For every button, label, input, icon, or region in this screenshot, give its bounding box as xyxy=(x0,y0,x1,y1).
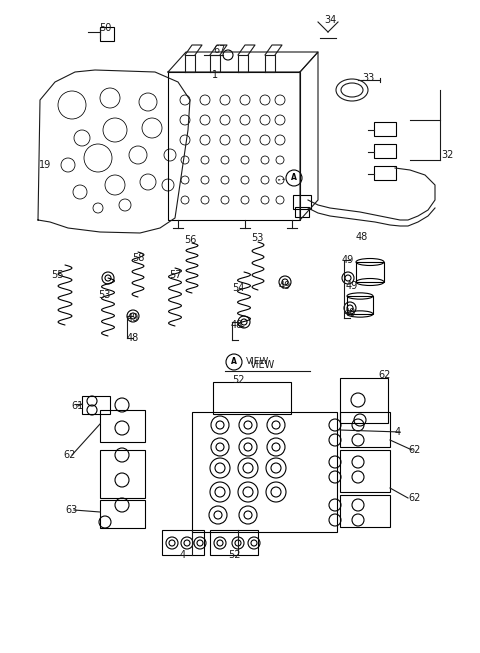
Bar xyxy=(192,412,337,532)
Text: 57: 57 xyxy=(169,270,181,280)
Bar xyxy=(340,495,390,527)
Bar xyxy=(356,262,384,282)
Text: 56: 56 xyxy=(184,235,196,245)
Text: 62: 62 xyxy=(409,445,421,455)
Text: 4: 4 xyxy=(395,427,401,437)
Text: 33: 33 xyxy=(362,73,374,83)
Text: 48: 48 xyxy=(356,232,368,242)
Text: 50: 50 xyxy=(99,23,111,33)
Text: VIEW: VIEW xyxy=(246,357,269,366)
Bar xyxy=(100,27,114,41)
Text: 49: 49 xyxy=(346,281,358,291)
Bar xyxy=(374,166,396,180)
Text: 52: 52 xyxy=(232,375,244,385)
Bar xyxy=(100,450,145,498)
Text: 58: 58 xyxy=(132,253,144,263)
Text: A: A xyxy=(291,174,297,182)
Text: 4: 4 xyxy=(180,550,186,560)
Text: 49: 49 xyxy=(279,281,291,291)
Text: 48: 48 xyxy=(127,333,139,343)
Text: 55: 55 xyxy=(51,270,63,280)
Text: 67: 67 xyxy=(214,45,226,55)
Text: VIEW: VIEW xyxy=(251,360,276,370)
Bar xyxy=(340,378,388,423)
Bar xyxy=(100,500,145,528)
Text: 53: 53 xyxy=(98,290,110,300)
Bar xyxy=(295,207,309,217)
Bar xyxy=(100,410,145,442)
Text: 62: 62 xyxy=(64,450,76,460)
Text: 34: 34 xyxy=(324,15,336,25)
Text: 49: 49 xyxy=(342,255,354,265)
Text: 1: 1 xyxy=(212,70,218,80)
Text: 32: 32 xyxy=(441,150,453,160)
Bar xyxy=(168,72,300,220)
Text: 49: 49 xyxy=(127,313,139,323)
Text: A: A xyxy=(231,357,237,366)
Bar xyxy=(82,396,110,414)
Text: 48: 48 xyxy=(231,320,243,330)
Bar xyxy=(213,382,291,414)
Text: 19: 19 xyxy=(39,160,51,170)
Bar xyxy=(374,122,396,136)
Text: 53: 53 xyxy=(251,233,263,243)
Text: 48: 48 xyxy=(344,308,356,318)
Bar xyxy=(210,530,258,555)
Bar xyxy=(293,195,311,209)
Text: 61: 61 xyxy=(72,401,84,411)
Bar xyxy=(340,450,390,492)
Text: 62: 62 xyxy=(409,493,421,503)
Text: 63: 63 xyxy=(66,505,78,515)
Bar xyxy=(340,412,390,447)
Bar xyxy=(374,144,396,158)
Text: 62: 62 xyxy=(379,370,391,380)
Bar xyxy=(347,296,373,314)
Text: 52: 52 xyxy=(228,550,240,560)
Bar xyxy=(162,530,204,555)
Text: 54: 54 xyxy=(232,283,244,293)
